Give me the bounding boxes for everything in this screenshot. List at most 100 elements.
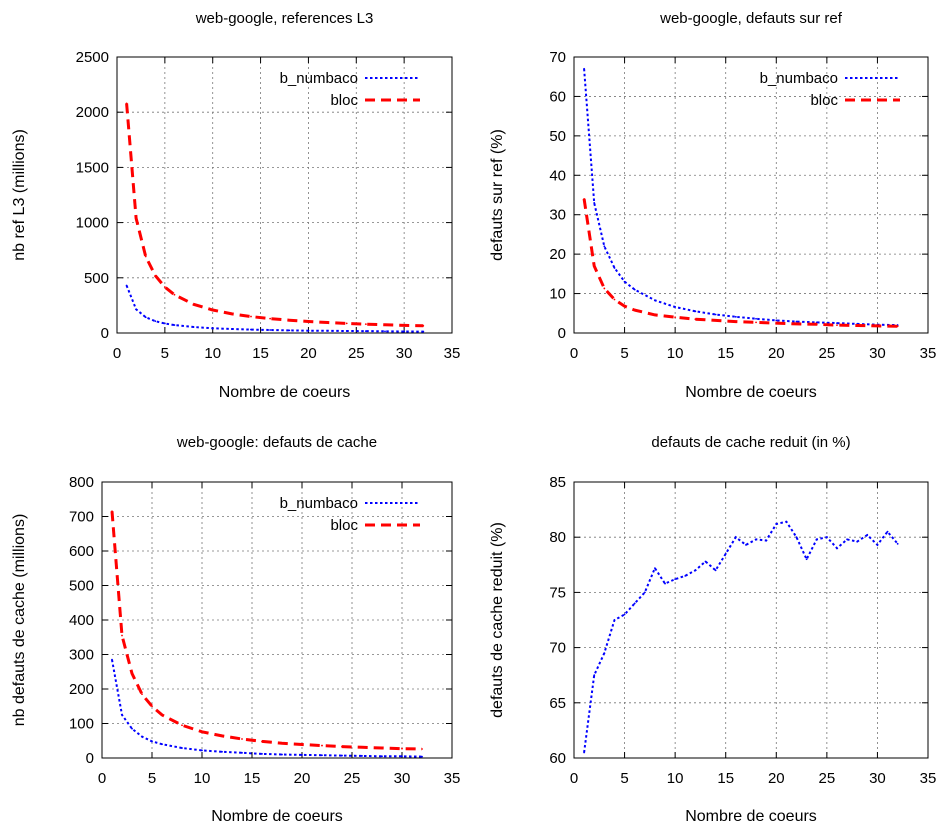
data-point (734, 315, 737, 318)
y-tick-label: 0 (558, 325, 566, 342)
data-point (765, 539, 768, 542)
data-point (623, 613, 626, 616)
data-point (775, 322, 778, 325)
y-tick-label: 200 (69, 681, 94, 698)
x-tick-label: 30 (394, 770, 411, 787)
x-tick-label: 20 (768, 770, 785, 787)
x-axis-label: Nombre de coeurs (685, 384, 817, 401)
data-point (583, 67, 586, 70)
data-point (345, 322, 348, 325)
data-point (825, 536, 828, 539)
y-tick-label: 500 (84, 270, 109, 287)
data-point (161, 743, 163, 746)
x-tick-label: 0 (570, 770, 578, 787)
x-tick-label: 15 (252, 345, 269, 362)
data-point (301, 743, 303, 746)
x-tick-label: 20 (294, 770, 311, 787)
y-tick-label: 50 (549, 128, 566, 145)
x-tick-label: 35 (920, 770, 937, 787)
data-point (734, 536, 737, 539)
data-point (201, 749, 203, 752)
x-tick-label: 5 (620, 770, 628, 787)
data-point (613, 619, 616, 621)
data-point (381, 755, 383, 758)
data-point (161, 713, 163, 716)
data-point (795, 536, 798, 539)
data-point (241, 751, 243, 754)
data-point (135, 308, 138, 311)
data-point (694, 318, 697, 321)
data-point (135, 217, 138, 220)
data-point (633, 602, 636, 605)
data-point (403, 330, 406, 333)
data-point (654, 313, 656, 316)
data-point (785, 520, 788, 523)
data-point (261, 740, 263, 743)
legend-label: b_numbaco (280, 495, 358, 512)
data-point (403, 324, 406, 327)
data-point (364, 330, 367, 333)
x-tick-label: 5 (161, 345, 169, 362)
data-point (301, 753, 303, 756)
legend-label: bloc (330, 517, 358, 534)
y-axis-label: defauts sur ref (%) (489, 129, 506, 261)
x-tick-label: 30 (869, 345, 886, 362)
data-point (181, 724, 183, 727)
data-point (704, 560, 707, 563)
data-point (815, 323, 818, 326)
x-tick-label: 0 (570, 345, 578, 362)
data-point (384, 323, 386, 326)
data-point (775, 319, 778, 322)
data-point (250, 315, 252, 318)
x-tick-label: 0 (113, 345, 121, 362)
plot-frame (573, 481, 929, 759)
data-point (674, 316, 677, 319)
data-point (125, 284, 128, 287)
y-tick-label: 1500 (76, 159, 109, 176)
data-point (755, 321, 757, 324)
y-axis-label: defauts de cache reduit (%) (489, 522, 506, 718)
data-point (422, 330, 425, 333)
data-point (724, 552, 727, 555)
y-tick-label: 70 (549, 640, 566, 657)
data-point (623, 305, 626, 308)
data-point (144, 255, 147, 258)
data-point (896, 325, 899, 328)
data-point (131, 672, 133, 675)
data-point (421, 748, 423, 750)
data-point (714, 569, 717, 572)
data-point (361, 755, 363, 757)
data-point (241, 738, 243, 740)
y-tick-label: 30 (549, 207, 566, 224)
series-line-bloc (125, 103, 424, 328)
x-tick-label: 0 (98, 770, 106, 787)
legend-label: bloc (810, 92, 838, 109)
plot-frame (573, 56, 929, 334)
data-point (269, 329, 272, 331)
data-point (714, 313, 717, 316)
data-point (326, 321, 329, 324)
x-tick-label: 35 (444, 770, 461, 787)
chart-panel-3: 0 5 10 15 20 25 30 35 0 100 200 300 400 500 600 700 800 w… (11, 434, 460, 825)
data-point (250, 328, 252, 331)
x-tick-label: 20 (300, 345, 317, 362)
data-point (111, 658, 113, 661)
data-point (856, 324, 859, 327)
y-tick-label: 700 (69, 509, 94, 526)
data-point (755, 317, 757, 320)
data-point (401, 747, 403, 750)
data-point (141, 735, 143, 738)
data-point (192, 303, 195, 306)
x-tick-label: 10 (667, 770, 684, 787)
data-point (664, 582, 666, 585)
data-point (163, 322, 166, 325)
data-point (341, 745, 343, 748)
chart-title: web-google, defauts sur ref (659, 10, 843, 27)
data-point (836, 324, 838, 327)
x-tick-label: 15 (244, 770, 261, 787)
y-tick-label: 400 (69, 612, 94, 629)
chart-panel-4: 0 5 10 15 20 25 30 35 60 65 70 75 80 85 defauts de cac… (489, 434, 936, 825)
x-axis-label: Nombre de coeurs (685, 808, 817, 825)
y-tick-label: 600 (69, 543, 94, 560)
x-tick-label: 5 (148, 770, 156, 787)
